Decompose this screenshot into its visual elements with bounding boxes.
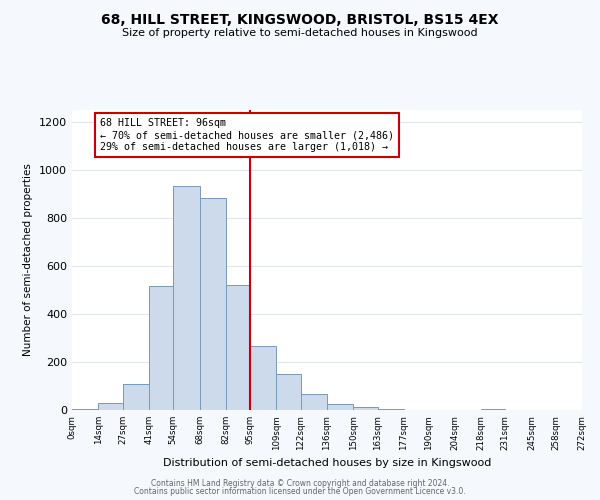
Text: Contains HM Land Registry data © Crown copyright and database right 2024.: Contains HM Land Registry data © Crown c… xyxy=(151,478,449,488)
Bar xyxy=(173,186,199,410)
Bar xyxy=(98,403,122,410)
Bar xyxy=(199,198,226,410)
Bar xyxy=(226,285,250,410)
Text: Size of property relative to semi-detached houses in Kingswood: Size of property relative to semi-detach… xyxy=(122,28,478,38)
Bar xyxy=(353,407,377,410)
Bar xyxy=(72,409,98,410)
Bar xyxy=(327,404,353,410)
Bar xyxy=(277,374,301,410)
Text: 68 HILL STREET: 96sqm
← 70% of semi-detached houses are smaller (2,486)
29% of s: 68 HILL STREET: 96sqm ← 70% of semi-deta… xyxy=(100,118,394,152)
Bar xyxy=(122,384,149,410)
X-axis label: Distribution of semi-detached houses by size in Kingswood: Distribution of semi-detached houses by … xyxy=(163,458,491,468)
Bar xyxy=(377,409,404,410)
Text: 68, HILL STREET, KINGSWOOD, BRISTOL, BS15 4EX: 68, HILL STREET, KINGSWOOD, BRISTOL, BS1… xyxy=(101,12,499,26)
Text: Contains public sector information licensed under the Open Government Licence v3: Contains public sector information licen… xyxy=(134,487,466,496)
Y-axis label: Number of semi-detached properties: Number of semi-detached properties xyxy=(23,164,34,356)
Bar xyxy=(481,409,505,410)
Bar xyxy=(149,286,173,410)
Bar xyxy=(250,346,277,410)
Bar xyxy=(301,394,327,410)
